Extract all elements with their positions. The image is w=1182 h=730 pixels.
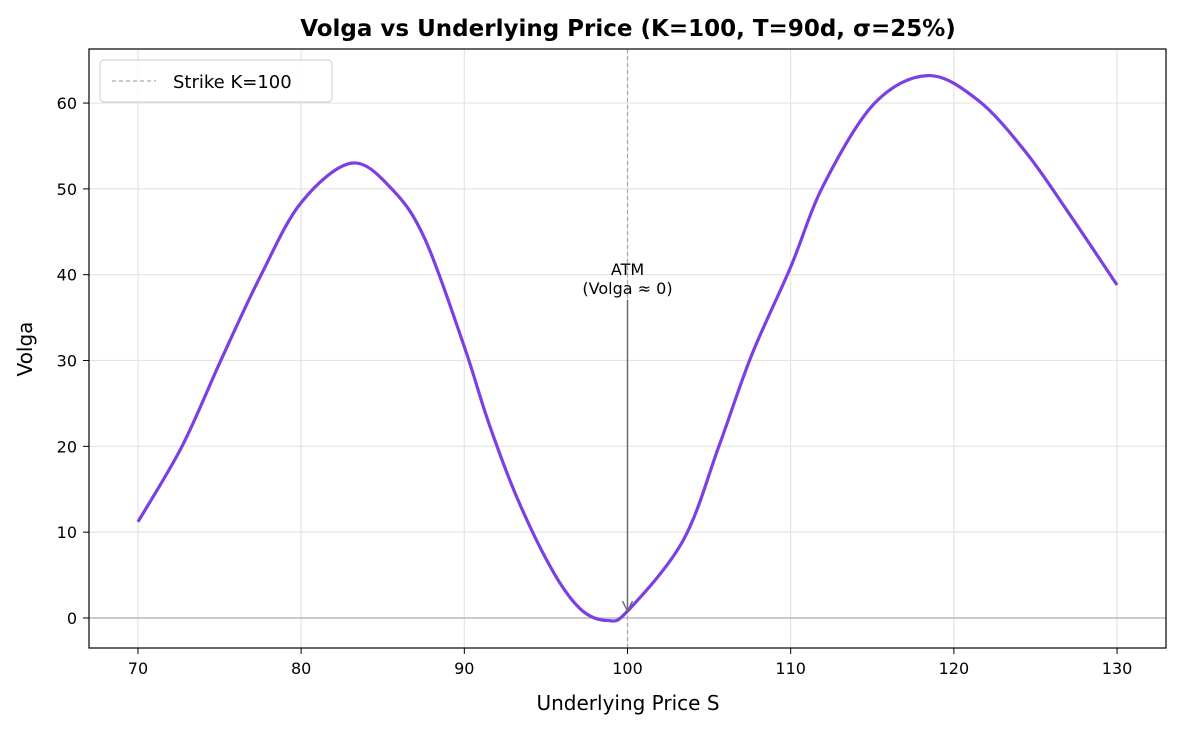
y-axis-ticks: 0 10 20 30 40 50 60 xyxy=(57,94,89,628)
chart-title: Volga vs Underlying Price (K=100, T=90d,… xyxy=(300,16,956,42)
x-axis-ticks: 70 80 90 100 110 120 130 xyxy=(128,648,1133,678)
y-tick-label: 20 xyxy=(57,437,77,456)
legend-strike-label: Strike K=100 xyxy=(173,72,292,93)
y-tick-label: 60 xyxy=(57,94,77,113)
x-tick-label: 80 xyxy=(291,659,311,678)
x-tick-label: 100 xyxy=(612,659,643,678)
y-tick-label: 40 xyxy=(57,266,77,285)
x-tick-label: 130 xyxy=(1102,659,1133,678)
x-tick-label: 90 xyxy=(454,659,474,678)
y-tick-label: 10 xyxy=(57,523,77,542)
y-tick-label: 0 xyxy=(67,609,77,628)
atm-label: ATM xyxy=(611,260,644,279)
legend-box xyxy=(99,59,333,103)
atm-annotation: ATM (Volga ≈ 0) xyxy=(582,260,673,613)
y-tick-label: 30 xyxy=(57,352,77,371)
x-tick-label: 120 xyxy=(939,659,970,678)
volga-series-line xyxy=(136,74,1119,623)
atm-sublabel: (Volga ≈ 0) xyxy=(582,279,672,298)
x-tick-label: 110 xyxy=(775,659,806,678)
x-tick-label: 70 xyxy=(128,659,148,678)
grid xyxy=(89,49,1166,648)
x-axis-label: Underlying Price S xyxy=(536,691,719,715)
legend: Strike K=100 xyxy=(99,59,333,103)
atm-arrowhead xyxy=(621,600,634,613)
y-tick-label: 50 xyxy=(57,180,77,199)
y-axis-label: Volga xyxy=(13,322,37,377)
